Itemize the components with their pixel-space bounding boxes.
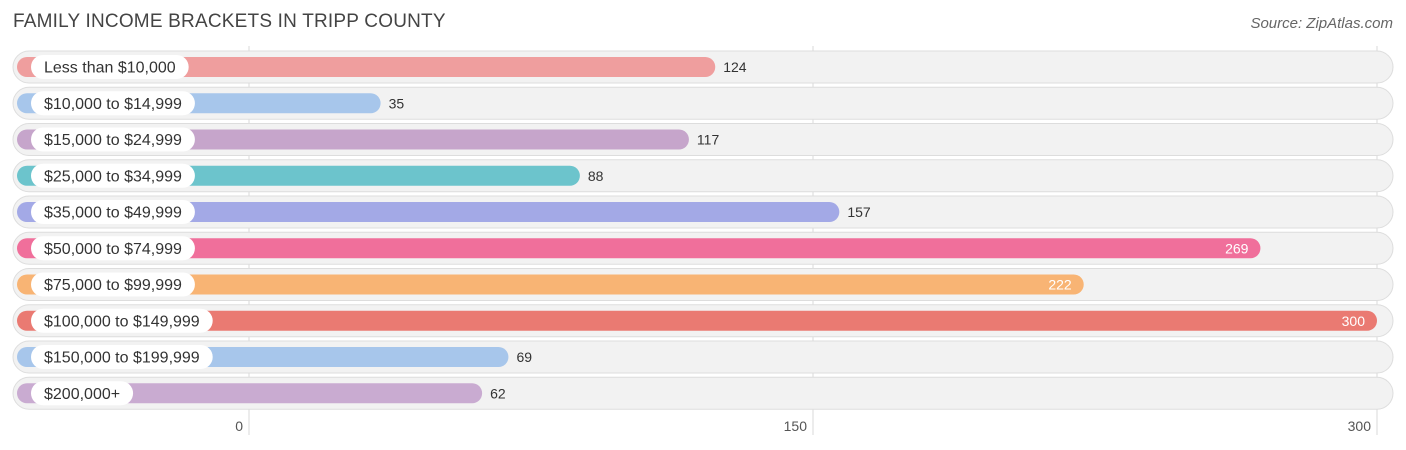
category-pill [31, 236, 195, 261]
value-label: 222 [1048, 277, 1072, 293]
bar-row: $75,000 to $99,999 222 [12, 268, 1394, 301]
x-axis-ticks: 0 150 300 [235, 418, 1371, 434]
chart-title: FAMILY INCOME BRACKETS IN TRIPP COUNTY [13, 11, 446, 32]
category-label: $15,000 to $24,999 [44, 132, 182, 149]
bar-row: $35,000 to $49,999 157 [12, 195, 1394, 229]
bar [17, 238, 1261, 259]
category-pill [31, 381, 134, 406]
category-label: $75,000 to $99,999 [44, 277, 182, 294]
x-tick-label: 150 [784, 418, 808, 434]
bar [17, 310, 1377, 331]
category-label: $35,000 to $49,999 [44, 205, 182, 222]
value-label: 157 [847, 204, 871, 220]
x-tick-label: 0 [235, 418, 243, 434]
x-tick-label: 300 [1348, 418, 1372, 434]
bar-row: Less than $10,000 124 [12, 50, 1394, 84]
category-label: $50,000 to $74,999 [44, 241, 182, 258]
bar-row: $50,000 to $74,999 269 [12, 231, 1394, 265]
bar-row: $200,000+ 62 [12, 376, 1394, 410]
category-pill [31, 55, 189, 79]
bars-layer: Less than $10,000 124 $10,000 to $14,999 35… [12, 50, 1394, 410]
category-label: Less than $10,000 [44, 60, 176, 77]
category-pill [31, 308, 213, 333]
value-label: 62 [490, 385, 506, 401]
value-label: 35 [389, 95, 405, 111]
value-label: 269 [1225, 240, 1249, 256]
value-label: 117 [697, 132, 720, 148]
bar [17, 383, 483, 404]
category-label: $25,000 to $34,999 [44, 168, 182, 185]
category-pill [31, 127, 195, 152]
value-label: 124 [723, 59, 747, 75]
value-label: 88 [588, 168, 604, 184]
value-label: 300 [1342, 313, 1366, 329]
source-label: Source: ZipAtlas.com [1250, 15, 1393, 32]
bar [17, 274, 1084, 295]
bar [17, 57, 716, 77]
category-pill [31, 272, 195, 297]
category-pill [31, 163, 195, 188]
bar-row: $150,000 to $199,999 69 [12, 340, 1394, 374]
category-pill [31, 91, 195, 116]
bar-row: $15,000 to $24,999 117 [12, 123, 1394, 156]
category-label: $10,000 to $14,999 [44, 96, 182, 113]
bar [17, 202, 840, 222]
category-label: $150,000 to $199,999 [44, 350, 200, 367]
category-pill [31, 345, 213, 369]
category-label: $100,000 to $149,999 [44, 313, 200, 330]
bar-row: $25,000 to $34,999 88 [12, 159, 1394, 193]
value-label: 69 [516, 349, 532, 365]
bar-row: $10,000 to $14,999 35 [12, 86, 1394, 120]
bar-row: $100,000 to $149,999 300 [12, 304, 1394, 338]
category-pill [31, 200, 195, 224]
category-label: $200,000+ [44, 386, 120, 403]
